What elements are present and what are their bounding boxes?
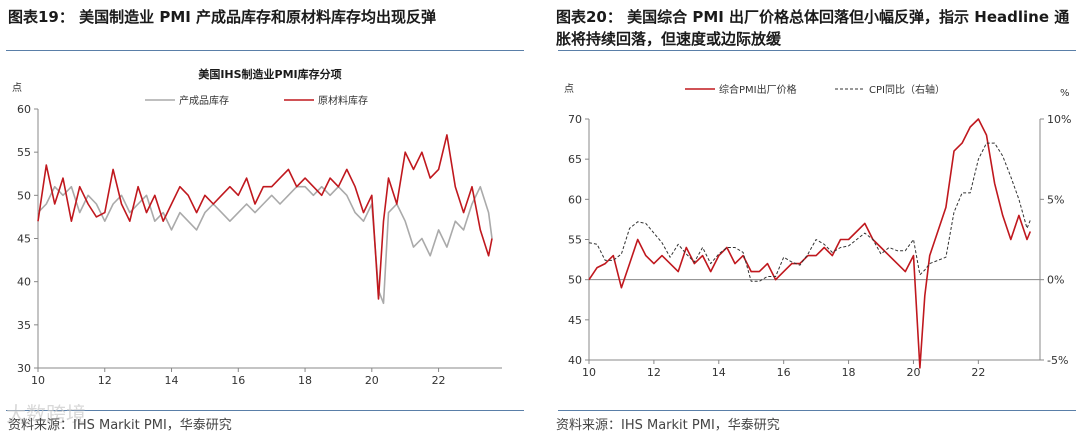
y-tick-label: 70: [568, 113, 582, 126]
y-tick-label: 45: [568, 314, 582, 327]
y-tick-label: 55: [17, 146, 31, 159]
y-axis-unit: 点: [564, 83, 574, 95]
x-tick-label: 18: [298, 374, 312, 387]
y-tick-label: 65: [568, 153, 582, 166]
right-top-rule: [558, 50, 1076, 51]
y2-tick-label: 5%: [1047, 193, 1064, 206]
y2-tick-label: 0%: [1047, 274, 1064, 287]
right-chart: 点 % 40 45 50 55 60 65 70 -5% 0% 5% 10% 10 12 14 16 18 20 22…: [564, 83, 1071, 379]
x-tick-label: 14: [712, 366, 726, 379]
y2-axis-unit: %: [1060, 88, 1070, 99]
right-figure: 图表20： 美国综合 PMI 出厂价格总体回落但小幅反弹，指示 Headline…: [552, 0, 1080, 439]
right-bottom-rule: [558, 410, 1076, 411]
y-tick-label: 45: [17, 233, 31, 246]
y2-tick-label: 10%: [1047, 113, 1071, 126]
x-tick-label: 18: [842, 366, 856, 379]
right-figure-caption: 美国综合 PMI 出厂价格总体回落但小幅反弹，指示 Headline 通胀将持续…: [556, 8, 1070, 48]
series-line-1: [588, 118, 1032, 369]
legend-label-1: 综合PMI出厂价格: [719, 83, 797, 96]
x-tick-label: 22: [971, 366, 985, 379]
x-tick-label: 20: [906, 366, 920, 379]
left-figure: 图表19： 美国制造业 PMI 产成品库存和原材料库存均出现反弹 美国IHS制造…: [0, 0, 528, 439]
x-tick-label: 16: [777, 366, 791, 379]
left-figure-caption: 美国制造业 PMI 产成品库存和原材料库存均出现反弹: [79, 8, 437, 26]
watermark: 大数跨境: [6, 402, 86, 426]
x-tick-label: 12: [647, 366, 661, 379]
y-tick-label: 60: [568, 193, 582, 206]
x-tick-label: 12: [98, 374, 112, 387]
x-tick-label: 14: [165, 374, 179, 387]
y-tick-label: 35: [17, 319, 31, 332]
left-source: 资料来源：IHS Markit PMI，华泰研究: [8, 418, 232, 433]
right-source: 资料来源：IHS Markit PMI，华泰研究: [556, 418, 780, 433]
y-tick-label: 40: [568, 354, 582, 367]
series-line-2: [588, 142, 1031, 282]
y-tick-label: 30: [17, 362, 31, 375]
y-tick-label: 50: [17, 189, 31, 202]
chart-title: 美国IHS制造业PMI库存分项: [198, 67, 341, 81]
left-bottom-rule: [6, 410, 524, 411]
left-figure-title: 图表19： 美国制造业 PMI 产成品库存和原材料库存均出现反弹: [8, 6, 436, 28]
y-tick-label: 50: [568, 274, 582, 287]
y-tick-label: 60: [17, 103, 31, 116]
series-line-1: [37, 185, 493, 305]
x-tick-label: 20: [365, 374, 379, 387]
legend-label-1: 产成品库存: [179, 94, 229, 107]
right-figure-label: 图表20：: [556, 8, 622, 26]
series-line-2: [37, 134, 493, 300]
y2-tick-label: -5%: [1047, 354, 1068, 367]
legend-label-2: 原材料库存: [318, 94, 368, 107]
x-tick-label: 10: [582, 366, 596, 379]
left-top-rule: [6, 50, 524, 51]
x-tick-label: 10: [31, 374, 45, 387]
y-tick-label: 55: [568, 234, 582, 247]
legend-label-2: CPI同比（右轴）: [869, 83, 945, 96]
left-figure-label: 图表19：: [8, 8, 74, 26]
x-tick-label: 22: [432, 374, 446, 387]
right-figure-title: 图表20： 美国综合 PMI 出厂价格总体回落但小幅反弹，指示 Headline…: [556, 6, 1076, 50]
y-tick-label: 40: [17, 276, 31, 289]
y-axis-unit: 点: [12, 82, 22, 94]
x-tick-label: 16: [231, 374, 245, 387]
